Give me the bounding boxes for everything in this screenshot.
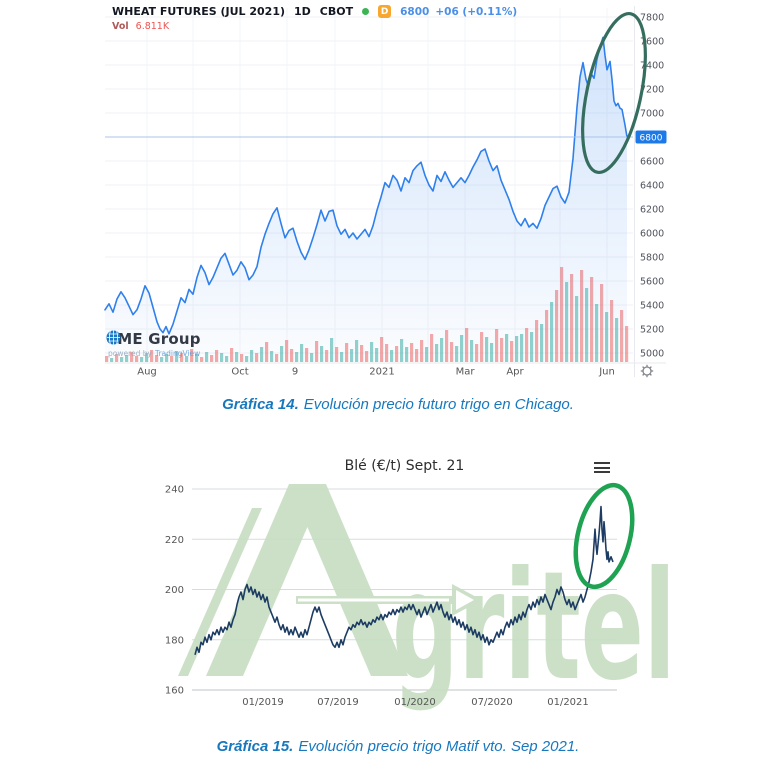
figure-15-caption: Gráfica 15. Evolución precio trigo Matif … [0, 737, 768, 756]
price-tick-label: 5000 [640, 348, 664, 359]
time-tick-label: Aug [137, 367, 157, 378]
gear-icon-tooth [649, 366, 652, 369]
volume-label: Vol [112, 21, 129, 32]
symbol-title[interactable]: WHEAT FUTURES (JUL 2021) [112, 5, 285, 18]
figure-14-caption-label: Gráfica 14. [222, 396, 299, 413]
chart-title: Blé (€/t) Sept. 21 [344, 458, 465, 474]
watermark-gritel-text: gritel [392, 540, 676, 714]
highlight-ellipse [581, 11, 647, 175]
menu-icon-bar [594, 466, 610, 469]
price-line [194, 505, 614, 656]
interval-label[interactable]: 1D [294, 5, 311, 18]
price-tick-label: 5400 [640, 300, 664, 311]
price-line [104, 36, 628, 335]
value-tick-label: 160 [165, 686, 184, 697]
globe-icon [106, 330, 121, 345]
time-tick-label: 2021 [369, 367, 394, 378]
figure-15: 240 220 200 180 160 gritel 01/2019 07/2019 01/20… [0, 450, 768, 733]
gear-icon-circle [642, 366, 652, 376]
chart-header: WHEAT FUTURES (JUL 2021) 1D CBOT D 6800 … [112, 5, 517, 18]
interval-badge[interactable]: D [378, 5, 392, 18]
cme-group-logo: CME Group [106, 330, 201, 348]
wheat-futures-chart-canvas[interactable]: 7800 7600 7400 7200 7000 6800 6600 6400 6200 6000… [0, 0, 768, 385]
time-tick-label: Jun [598, 367, 615, 378]
figure-14-caption: Gráfica 14. Evolución precio futuro trigo… [0, 395, 768, 414]
value-tick-label: 240 [165, 485, 184, 496]
gear-icon-tooth [649, 373, 652, 376]
time-axis-labels: 01/2019 07/2019 01/2020 07/2020 01/2021 [242, 697, 589, 708]
watermark-arrow-head-inner [456, 590, 474, 610]
time-tick-label: 01/2021 [547, 697, 589, 708]
price-tick-label: 5200 [640, 324, 664, 335]
menu-icon-bar [594, 471, 610, 474]
price-tick-label: 7200 [640, 84, 664, 95]
figure-15-caption-text: Evolución precio trigo Matif vto. Sep 20… [298, 738, 580, 755]
price-tick-label: 6000 [640, 228, 664, 239]
gear-icon-tooth [642, 373, 645, 376]
value-tick-label: 200 [165, 585, 184, 596]
time-tick-label: 01/2019 [242, 697, 284, 708]
figure-15-caption-label: Gráfica 15. [216, 738, 294, 755]
gear-icon[interactable] [640, 364, 654, 378]
time-axis-labels: Aug Oct 9 2021 Mar Apr Jun [137, 367, 615, 378]
menu-icon-bar [594, 462, 610, 465]
figure-14: 7800 7600 7400 7200 7000 6800 6600 6400 6200 6000… [0, 0, 768, 385]
highlight-ellipse [573, 482, 635, 590]
time-tick-label: 9 [292, 367, 298, 378]
price-tick-label: 7800 [640, 12, 664, 23]
price-tick-label: 7000 [640, 108, 664, 119]
volume-value: 6.811K [135, 21, 170, 32]
tradingview-brand[interactable]: TradingView [154, 349, 201, 358]
exchange-label[interactable]: CBOT [319, 5, 354, 18]
time-tick-label: Apr [506, 367, 524, 378]
watermark-a-right-limb [289, 484, 408, 676]
time-tick-label: 07/2020 [471, 697, 513, 708]
cme-group-text: CME Group [106, 330, 201, 348]
gear-icon-tooth [642, 366, 645, 369]
price-tick-label: 7400 [640, 60, 664, 71]
time-tick-label: 01/2020 [394, 697, 436, 708]
time-tick-label: Mar [456, 367, 476, 378]
market-status-icon [362, 8, 370, 15]
time-tick-label: 07/2019 [317, 697, 359, 708]
price-tick-label: 5800 [640, 252, 664, 263]
watermark-a-left-limb [206, 484, 326, 676]
powered-by-line: powered by TradingView [108, 349, 200, 358]
last-price-tag [635, 130, 667, 144]
price-tick-label: 6400 [640, 180, 664, 191]
quote: 6800 +06 (+0.11%) [400, 6, 517, 18]
price-tick-label: 7600 [640, 36, 664, 47]
watermark-a-sliver [178, 508, 262, 676]
price-tick-label: 6600 [640, 156, 664, 167]
menu-icon[interactable] [594, 462, 610, 476]
price-area [105, 37, 627, 363]
quote-price: 6800 [400, 5, 430, 18]
agritel-watermark: gritel [178, 484, 676, 714]
powered-by-text: powered by [108, 349, 152, 358]
value-tick-label: 220 [165, 535, 184, 546]
figure-14-caption-text: Evolución precio futuro trigo en Chicago… [303, 396, 574, 413]
volume-row: Vol 6.811K [112, 21, 169, 32]
price-tick-label: 6200 [640, 204, 664, 215]
quote-change: +06 (+0.11%) [435, 5, 518, 18]
time-tick-label: Oct [231, 367, 248, 378]
price-tick-label: 5600 [640, 276, 664, 287]
value-tick-label: 180 [165, 635, 184, 646]
last-price-tag-label: 6800 [640, 133, 663, 143]
